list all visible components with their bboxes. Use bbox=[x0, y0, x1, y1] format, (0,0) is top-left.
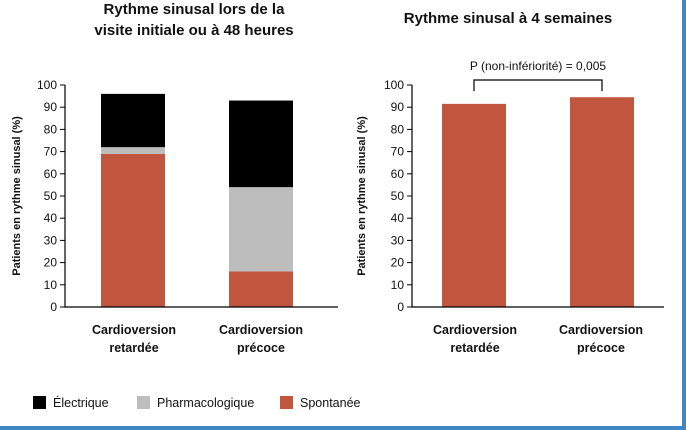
y-tick-label: 80 bbox=[44, 122, 58, 136]
y-tick-label: 60 bbox=[44, 167, 58, 181]
bar-value-0 bbox=[442, 103, 506, 308]
bar-pharmacologique-0 bbox=[101, 147, 165, 154]
y-tick-label: 10 bbox=[44, 278, 58, 292]
bar-spontanée-0 bbox=[101, 153, 165, 307]
y-tick-label: 50 bbox=[44, 189, 58, 203]
y-tick-label: 90 bbox=[391, 100, 405, 114]
category-label: retardée bbox=[109, 341, 158, 355]
category-label: Cardioversion bbox=[433, 323, 517, 337]
bar-électrique-1 bbox=[229, 100, 293, 188]
legend-swatch-0 bbox=[33, 396, 46, 409]
y-axis-label: Patients en rythme sinusal (%) bbox=[356, 116, 368, 276]
y-tick-label: 60 bbox=[391, 167, 405, 181]
category-label: Cardioversion bbox=[92, 323, 176, 337]
category-label: précoce bbox=[237, 341, 285, 355]
y-tick-label: 20 bbox=[391, 256, 405, 270]
category-label: Cardioversion bbox=[219, 323, 303, 337]
chart-title: Rythme sinusal à 4 semaines bbox=[404, 10, 612, 27]
chart-title: Rythme sinusal lors de la bbox=[104, 1, 286, 18]
y-tick-label: 40 bbox=[391, 211, 405, 225]
y-axis-label: Patients en rythme sinusal (%) bbox=[11, 116, 23, 276]
legend-label: Pharmacologique bbox=[157, 396, 254, 410]
bar-value-1 bbox=[570, 97, 634, 308]
y-tick-label: 70 bbox=[391, 145, 405, 159]
bar-pharmacologique-1 bbox=[229, 187, 293, 272]
y-tick-label: 20 bbox=[44, 256, 58, 270]
y-tick-label: 50 bbox=[391, 189, 405, 203]
bar-spontanée-1 bbox=[229, 271, 293, 307]
bar-électrique-0 bbox=[101, 93, 165, 148]
y-tick-label: 30 bbox=[391, 233, 405, 247]
y-tick-label: 40 bbox=[44, 211, 58, 225]
legend-swatch-2 bbox=[280, 396, 293, 409]
p-value-annotation: P (non-infériorité) = 0,005 bbox=[470, 59, 607, 73]
legend-swatch-1 bbox=[137, 396, 150, 409]
y-tick-label: 30 bbox=[44, 233, 58, 247]
category-label: retardée bbox=[450, 341, 499, 355]
significance-bracket bbox=[473, 79, 603, 91]
y-tick-label: 100 bbox=[384, 78, 404, 92]
y-tick-label: 90 bbox=[44, 100, 58, 114]
y-tick-label: 100 bbox=[37, 78, 57, 92]
legend-label: Spontanée bbox=[300, 396, 361, 410]
y-tick-label: 70 bbox=[44, 145, 58, 159]
category-label: Cardioversion bbox=[559, 323, 643, 337]
legend-label: Électrique bbox=[53, 395, 109, 410]
chart-title: visite initiale ou à 48 heures bbox=[94, 22, 293, 39]
y-tick-label: 0 bbox=[50, 300, 57, 314]
category-label: précoce bbox=[577, 341, 625, 355]
y-tick-label: 0 bbox=[397, 300, 404, 314]
y-tick-label: 80 bbox=[391, 122, 405, 136]
y-tick-label: 10 bbox=[391, 278, 405, 292]
